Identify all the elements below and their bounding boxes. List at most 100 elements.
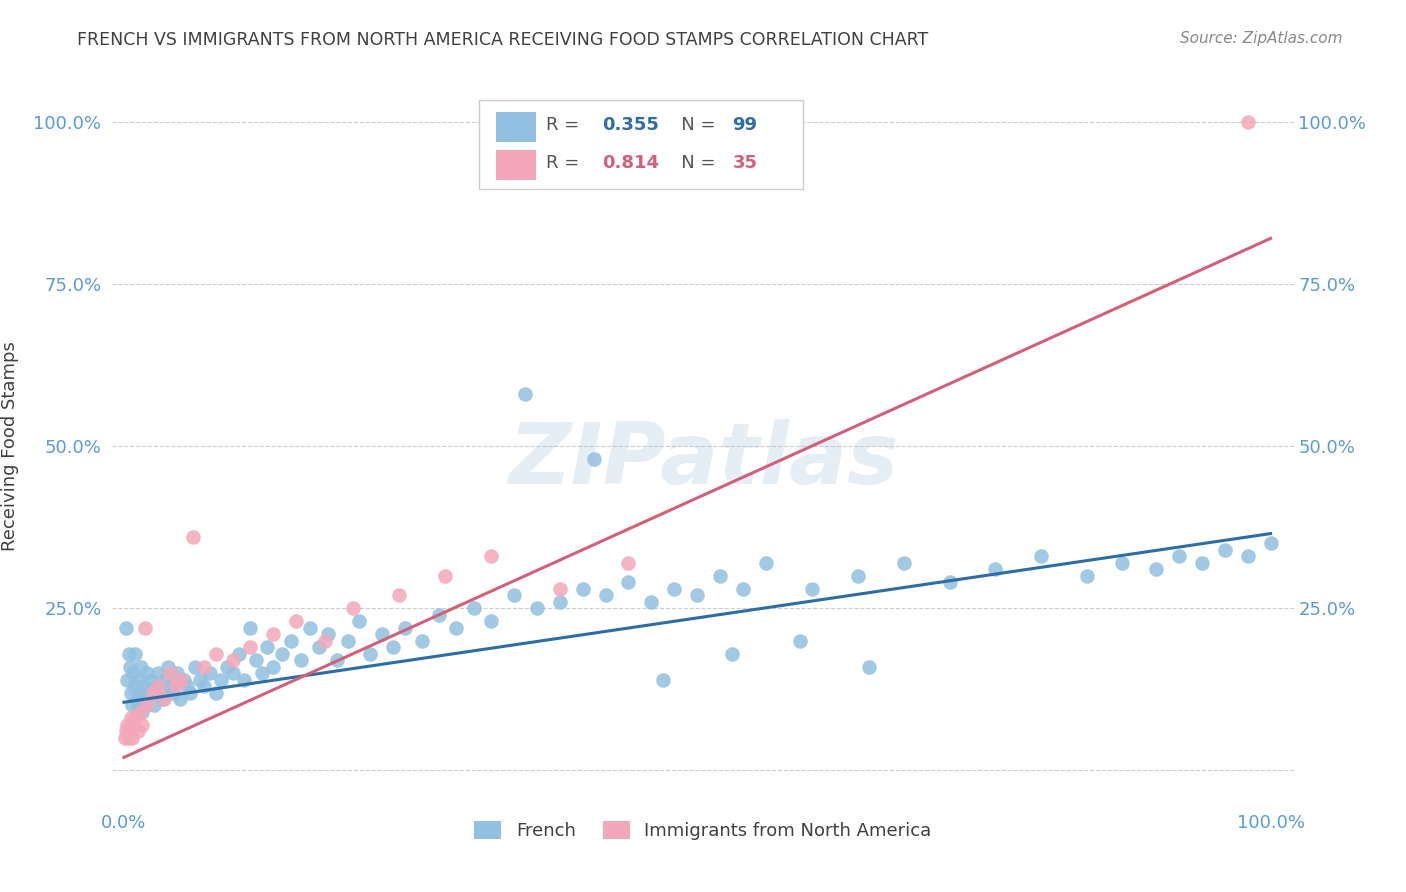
Point — [122, 718, 145, 732]
Point — [411, 633, 433, 648]
Text: N =: N = — [664, 116, 721, 134]
Text: R =: R = — [546, 154, 585, 172]
Point — [222, 666, 245, 681]
Point — [342, 601, 364, 615]
Point — [141, 673, 163, 687]
Point — [193, 679, 215, 693]
Point — [188, 673, 211, 687]
Point — [159, 679, 181, 693]
Point — [316, 627, 339, 641]
Point — [173, 673, 195, 687]
Point — [153, 692, 176, 706]
Point — [179, 685, 201, 699]
Point — [117, 647, 139, 661]
Point — [152, 692, 174, 706]
Point — [893, 556, 915, 570]
Point — [135, 666, 157, 681]
Point — [145, 679, 167, 693]
Point — [617, 575, 640, 590]
Point — [326, 653, 349, 667]
Point — [347, 614, 370, 628]
Point — [336, 633, 359, 648]
Point — [193, 659, 215, 673]
Point — [720, 647, 742, 661]
Point — [128, 673, 150, 687]
Point — [134, 692, 156, 706]
Text: R =: R = — [546, 116, 585, 134]
Point — [228, 647, 250, 661]
Point — [479, 549, 502, 564]
Point — [314, 633, 336, 648]
Text: N =: N = — [664, 154, 721, 172]
FancyBboxPatch shape — [496, 151, 537, 180]
Point — [129, 659, 152, 673]
Y-axis label: Receiving Food Stamps: Receiving Food Stamps — [1, 341, 20, 551]
Point — [284, 614, 307, 628]
Point — [388, 588, 411, 602]
Point — [250, 666, 273, 681]
Point — [132, 679, 155, 693]
Point — [121, 698, 143, 713]
Point — [155, 673, 177, 687]
Point — [176, 679, 198, 693]
Point — [148, 666, 170, 681]
Point — [1236, 114, 1258, 128]
Point — [131, 705, 153, 719]
Point — [114, 731, 136, 745]
Point — [280, 633, 302, 648]
Legend: French, Immigrants from North America: French, Immigrants from North America — [467, 814, 939, 847]
Point — [262, 659, 284, 673]
Point — [1260, 536, 1282, 550]
Point — [239, 640, 262, 654]
Point — [239, 621, 262, 635]
Point — [262, 627, 284, 641]
Text: 99: 99 — [733, 116, 758, 134]
Point — [463, 601, 485, 615]
Point — [548, 582, 571, 596]
Point — [204, 685, 226, 699]
Point — [117, 731, 139, 745]
Point — [233, 673, 256, 687]
Point — [664, 582, 686, 596]
Text: 0.814: 0.814 — [603, 154, 659, 172]
Point — [122, 666, 145, 681]
Point — [124, 711, 146, 725]
Point — [1076, 568, 1098, 582]
Point — [1191, 556, 1213, 570]
Point — [138, 685, 160, 699]
Point — [159, 666, 181, 681]
Point — [651, 673, 673, 687]
Point — [755, 556, 778, 570]
Point — [120, 711, 142, 725]
Point — [209, 673, 232, 687]
Point — [118, 724, 141, 739]
Point — [789, 633, 811, 648]
Point — [127, 698, 149, 713]
Text: 0.355: 0.355 — [603, 116, 659, 134]
Point — [290, 653, 312, 667]
Point — [427, 607, 450, 622]
Point — [121, 731, 143, 745]
Point — [118, 659, 141, 673]
Point — [256, 640, 278, 654]
Point — [371, 627, 394, 641]
Point — [446, 621, 468, 635]
Point — [571, 582, 593, 596]
Point — [122, 679, 145, 693]
Point — [526, 601, 548, 615]
Point — [271, 647, 294, 661]
Point — [617, 556, 640, 570]
Text: 35: 35 — [733, 154, 758, 172]
Point — [640, 595, 662, 609]
Point — [479, 614, 502, 628]
Point — [583, 452, 606, 467]
Point — [117, 673, 139, 687]
FancyBboxPatch shape — [496, 112, 537, 142]
Point — [170, 673, 193, 687]
Point — [1144, 562, 1167, 576]
Point — [127, 724, 149, 739]
Point — [1167, 549, 1189, 564]
Point — [181, 530, 204, 544]
Point — [115, 621, 138, 635]
Point — [846, 568, 869, 582]
